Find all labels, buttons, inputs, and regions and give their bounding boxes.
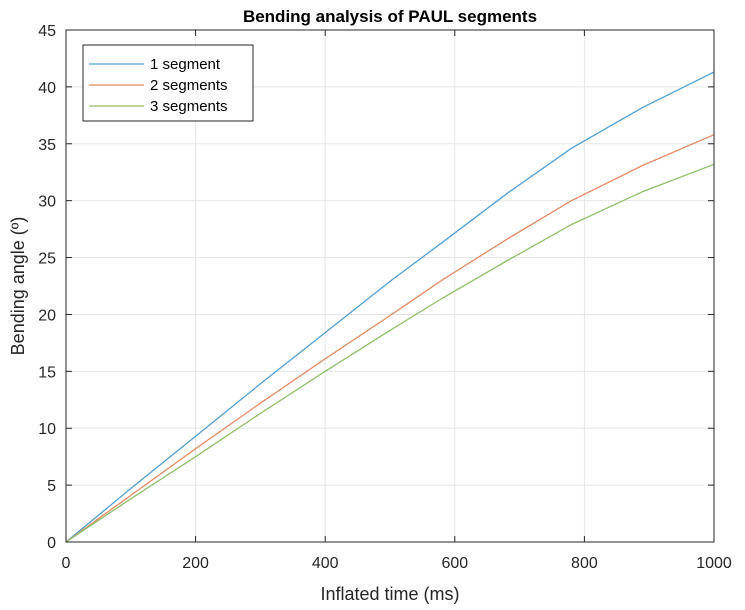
- y-axis-label: Bending angle (º): [8, 217, 28, 356]
- data-series: [65, 71, 715, 543]
- axes: [65, 29, 715, 543]
- x-tick-label: 800: [571, 555, 598, 572]
- x-tick-label: 0: [62, 555, 71, 572]
- axes-box: [65, 29, 715, 543]
- y-tick-label: 40: [38, 80, 56, 97]
- gridlines: [65, 29, 715, 543]
- series-line-1: [65, 71, 715, 543]
- x-tick-label: 200: [182, 555, 209, 572]
- y-tick-label: 5: [47, 478, 56, 495]
- x-tick-labels: 0 200 400 600 800 1000: [62, 555, 732, 572]
- x-tick-label: 600: [441, 555, 468, 572]
- x-axis-label: Inflated time (ms): [320, 584, 459, 604]
- y-tick-label: 30: [38, 194, 56, 211]
- legend-box: [82, 44, 254, 122]
- y-tick-label: 20: [38, 307, 56, 324]
- legend-label: 1 segment: [150, 56, 221, 73]
- legend-label: 3 segments: [150, 98, 228, 115]
- legend: 1 segment 2 segments 3 segments: [82, 44, 254, 122]
- x-tick-label: 1000: [696, 555, 732, 572]
- y-tick-labels: 0 5 10 15 20 25 30 35 40 45: [38, 23, 56, 552]
- chart-title: Bending analysis of PAUL segments: [243, 7, 537, 26]
- y-tick-label: 35: [38, 137, 56, 154]
- series-line-3: [65, 163, 715, 543]
- y-tick-label: 0: [47, 535, 56, 552]
- y-tick-label: 45: [38, 23, 56, 40]
- x-tick-label: 400: [312, 555, 339, 572]
- series-line-2: [65, 134, 715, 543]
- legend-label: 2 segments: [150, 77, 228, 94]
- y-tick-label: 15: [38, 364, 56, 381]
- y-tick-label: 10: [38, 421, 56, 438]
- y-tick-label: 25: [38, 251, 56, 268]
